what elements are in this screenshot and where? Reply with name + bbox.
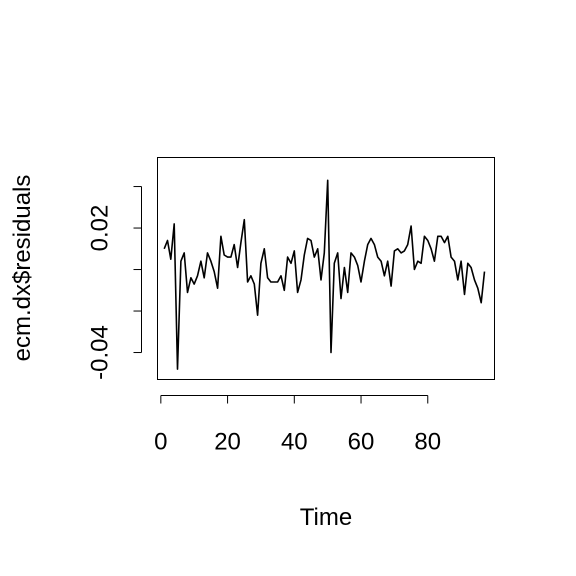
x-axis: 0 20 40 60 80 <box>154 395 441 456</box>
plot-frame <box>157 157 495 380</box>
y-axis: -0.04 0.02 <box>87 186 142 380</box>
y-axis-title: ecm.dx$residuals <box>9 175 36 362</box>
x-tick-label: 40 <box>281 429 308 456</box>
x-tick-label: 0 <box>154 429 167 456</box>
x-tick-label: 80 <box>414 429 441 456</box>
x-axis-title: Time <box>300 504 352 531</box>
y-tick-label: -0.04 <box>87 325 114 380</box>
x-tick-label: 60 <box>348 429 375 456</box>
x-tick-label: 20 <box>214 429 241 456</box>
series-line <box>163 179 486 370</box>
y-tick-label: 0.02 <box>87 205 114 252</box>
